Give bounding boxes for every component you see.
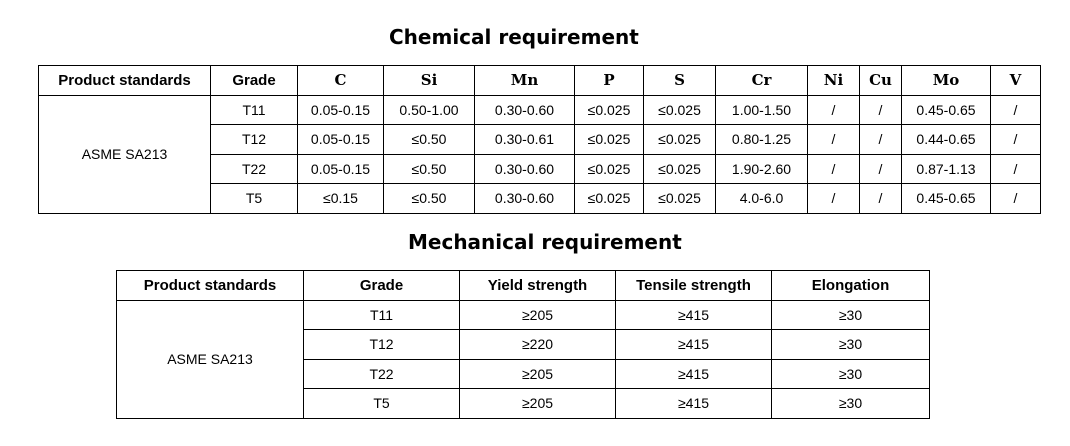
column-header-cr: Cr <box>715 65 808 96</box>
table-cell: 4.0-6.0 <box>715 183 808 214</box>
table-cell: T22 <box>303 358 460 389</box>
column-header-cu: Cu <box>859 65 902 96</box>
table-cell: 0.30-0.60 <box>474 94 575 125</box>
table-cell: / <box>990 94 1041 125</box>
chemical-requirement-title: Chemical requirement <box>389 25 639 49</box>
column-header-ni: Ni <box>807 65 860 96</box>
table-cell: / <box>859 124 902 155</box>
table-cell: / <box>859 153 902 184</box>
table-cell: ≤0.50 <box>383 183 475 214</box>
column-header-v: V <box>990 65 1041 96</box>
table-cell: 0.05-0.15 <box>297 94 384 125</box>
column-header-mn: Mn <box>474 65 575 96</box>
table-cell: 0.44-0.65 <box>901 124 991 155</box>
table-cell: 0.45-0.65 <box>901 183 991 214</box>
table-cell: T12 <box>210 124 298 155</box>
table-cell: ≥220 <box>459 329 616 360</box>
table-cell: 0.80-1.25 <box>715 124 808 155</box>
table-cell: ≤0.50 <box>383 124 475 155</box>
table-cell: 0.05-0.15 <box>297 124 384 155</box>
table-cell: T12 <box>303 329 460 360</box>
table-cell: 0.30-0.61 <box>474 124 575 155</box>
table-cell: ≤0.025 <box>574 124 644 155</box>
table-cell: ≥205 <box>459 358 616 389</box>
product-standard-cell: ASME SA213 <box>116 299 304 419</box>
table-cell: / <box>990 183 1041 214</box>
column-header-mo: Mo <box>901 65 991 96</box>
table-cell: ≥415 <box>615 358 772 389</box>
table-cell: ≥415 <box>615 299 772 330</box>
table-cell: 1.00-1.50 <box>715 94 808 125</box>
table-header-row: Product standards Grade Yield strength T… <box>116 270 930 301</box>
table-cell: ≤0.025 <box>643 124 716 155</box>
table-cell: / <box>807 183 860 214</box>
column-header-p: P <box>574 65 644 96</box>
column-header-grade: Grade <box>303 270 460 301</box>
column-header-si: Si <box>383 65 475 96</box>
table-cell: 0.50-1.00 <box>383 94 475 125</box>
table-cell: ≤0.50 <box>383 153 475 184</box>
table-cell: ≤0.025 <box>574 94 644 125</box>
table-cell: / <box>990 153 1041 184</box>
table-row: T12 0.05-0.15 ≤0.50 0.30-0.61 ≤0.025 ≤0.… <box>39 124 1041 155</box>
table-cell: 1.90-2.60 <box>715 153 808 184</box>
table-cell: T11 <box>210 94 298 125</box>
table-cell: ≤0.15 <box>297 183 384 214</box>
table-cell: 0.30-0.60 <box>474 183 575 214</box>
product-standard-cell: ASME SA213 <box>38 94 211 214</box>
table-row: T5 ≥205 ≥415 ≥30 <box>117 388 930 419</box>
column-header-grade: Grade <box>210 65 298 96</box>
chemical-requirement-table: Product standards Grade C Si Mn P S Cr N… <box>38 65 1041 214</box>
table-cell: ≥415 <box>615 388 772 419</box>
table-cell: T22 <box>210 153 298 184</box>
table-cell: T5 <box>303 388 460 419</box>
table-cell: ≥415 <box>615 329 772 360</box>
table-cell: / <box>807 124 860 155</box>
column-header-product-standards: Product standards <box>116 270 304 301</box>
mechanical-requirement-title: Mechanical requirement <box>408 230 682 254</box>
table-cell: ≥30 <box>771 358 930 389</box>
table-row: ASME SA213 T11 ≥205 ≥415 ≥30 <box>116 299 930 419</box>
table-cell: / <box>807 153 860 184</box>
table-cell: 0.87-1.13 <box>901 153 991 184</box>
table-cell: ≥205 <box>459 299 616 330</box>
mechanical-requirement-table: Product standards Grade Yield strength T… <box>116 270 930 419</box>
table-row: T5 ≤0.15 ≤0.50 0.30-0.60 ≤0.025 ≤0.025 4… <box>39 183 1041 214</box>
table-row: ASME SA213 T11 0.05-0.15 0.50-1.00 0.30-… <box>38 94 1041 214</box>
table-cell: / <box>859 94 902 125</box>
table-cell: ≤0.025 <box>643 183 716 214</box>
table-cell: ≥205 <box>459 388 616 419</box>
table-cell: ≤0.025 <box>643 153 716 184</box>
table-cell: ≤0.025 <box>643 94 716 125</box>
table-cell: T11 <box>303 299 460 330</box>
column-header-c: C <box>297 65 384 96</box>
column-header-elongation: Elongation <box>771 270 930 301</box>
table-cell: ≤0.025 <box>574 183 644 214</box>
table-cell: 0.45-0.65 <box>901 94 991 125</box>
table-cell: ≥30 <box>771 299 930 330</box>
table-cell: 0.30-0.60 <box>474 153 575 184</box>
table-cell: / <box>859 183 902 214</box>
column-header-product-standards: Product standards <box>38 65 211 96</box>
column-header-yield-strength: Yield strength <box>459 270 616 301</box>
column-header-tensile-strength: Tensile strength <box>615 270 772 301</box>
table-cell: 0.05-0.15 <box>297 153 384 184</box>
table-cell: ≥30 <box>771 329 930 360</box>
table-cell: ≤0.025 <box>574 153 644 184</box>
table-cell: / <box>990 124 1041 155</box>
table-cell: / <box>807 94 860 125</box>
table-header-row: Product standards Grade C Si Mn P S Cr N… <box>38 65 1041 96</box>
table-cell: ≥30 <box>771 388 930 419</box>
table-cell: T5 <box>210 183 298 214</box>
column-header-s: S <box>643 65 716 96</box>
table-row: T22 0.05-0.15 ≤0.50 0.30-0.60 ≤0.025 ≤0.… <box>39 153 1041 184</box>
